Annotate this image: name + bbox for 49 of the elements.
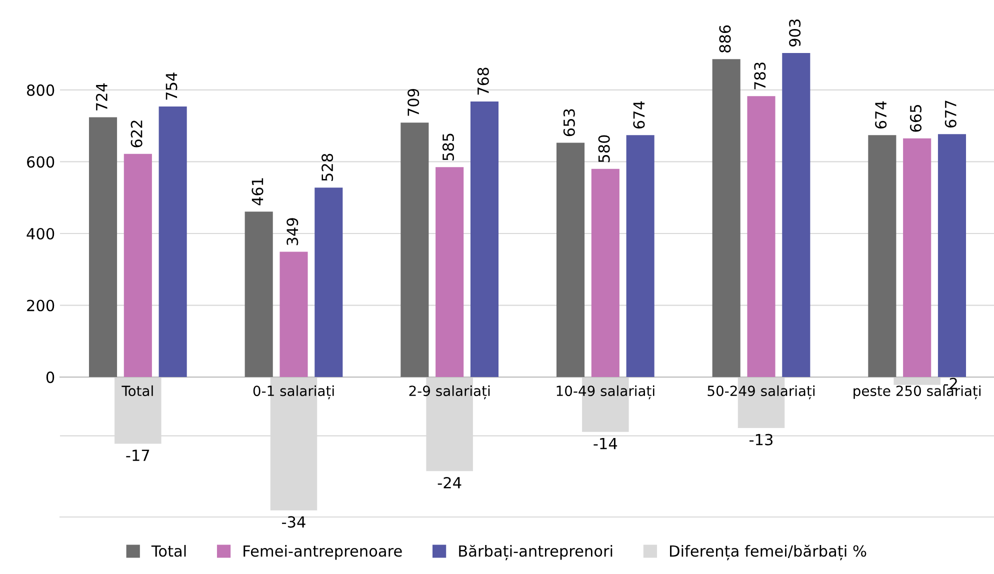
y-tick-label: 0 [46,372,54,384]
y-tick-label: 600 [27,156,54,168]
data-label: -13 [750,434,772,446]
bar [470,101,499,378]
data-label: -14 [594,438,618,450]
bar [556,142,585,378]
data-label: 528 [322,154,334,181]
data-label: -34 [282,516,306,528]
bar [938,134,966,378]
x-tick-label: Total [122,385,153,396]
data-label: 653 [563,109,575,136]
data-label: 585 [442,134,454,160]
data-label: 783 [754,62,766,90]
data-label: -24 [438,476,462,488]
bar [712,59,740,378]
data-label: 886 [719,25,731,53]
bar [868,135,896,378]
x-tick-label: 0-1 salariați [253,385,334,400]
data-label: 709 [408,88,420,116]
legend-label: Bărbați-antreprenori [459,544,612,560]
x-tick-label: 10-49 salariați [556,385,654,400]
bar [626,135,654,378]
data-label: 724 [96,83,108,110]
data-label: 903 [789,20,801,46]
data-label: 349 [286,218,298,246]
data-label: 768 [477,68,489,95]
data-label: 674 [633,101,645,129]
data-label: 461 [252,178,264,206]
bar [400,122,429,378]
data-label: 665 [910,105,922,132]
data-label: -17 [126,450,150,461]
bar [158,106,187,378]
legend-label: Diferența femei/bărbați % [670,544,866,560]
bar [88,117,118,378]
y-tick-label: 800 [27,84,54,96]
legend-label: Femei-antreprenoare [244,544,402,560]
data-label: 674 [875,101,887,129]
bar [782,53,810,378]
x-tick-label: 50-249 salariați [708,385,815,400]
x-tick-label: 2-9 salariați [409,385,490,400]
y-tick-label: 200 [27,300,54,312]
y-tick-label: 400 [26,228,54,240]
data-label: 677 [944,100,956,128]
data-label: 622 [130,120,142,148]
data-label: 580 [598,135,610,162]
legend-label: Total [151,544,186,557]
bar [244,212,273,378]
bar [314,188,343,378]
data-label: 754 [166,72,178,100]
